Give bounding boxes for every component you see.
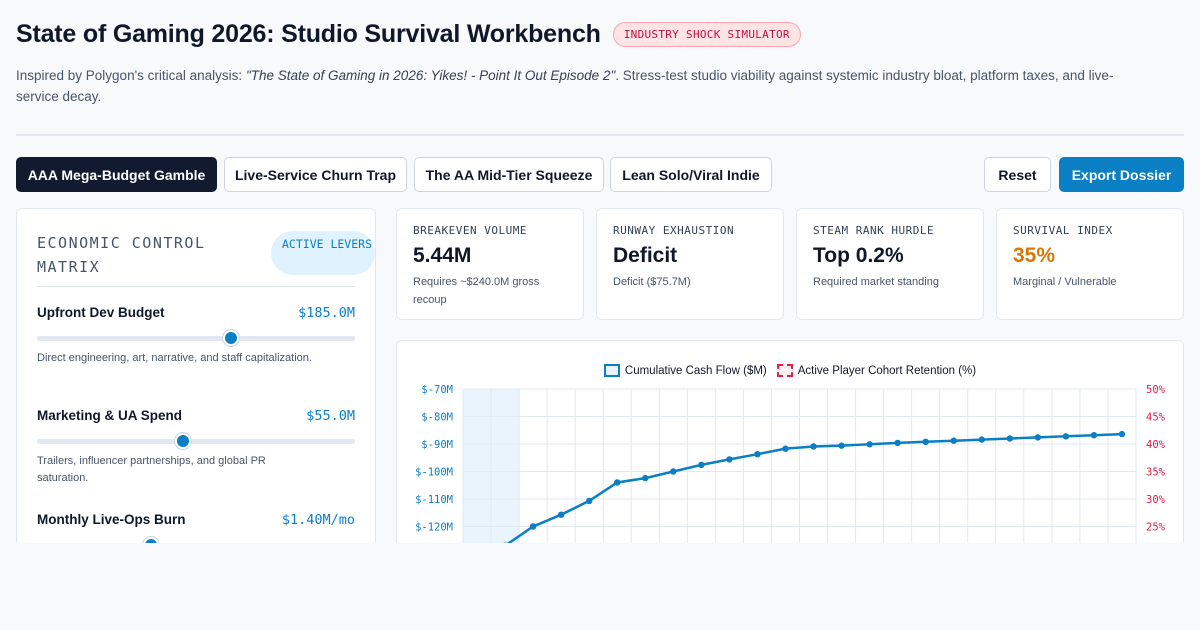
y2-axis-tick-label: 50% [1146,384,1166,396]
y-axis-tick-label: $-70M [421,384,453,396]
y-axis-tick-label: $-90M [421,439,453,451]
subtitle-quote: "The State of Gaming in 2026: Yikes! - P… [245,68,616,83]
data-point [726,456,733,463]
divider [16,134,1184,136]
data-point [1034,434,1042,441]
card-subtext: Deficit ($75.7M) [613,276,691,288]
lever-value: $185.0M [298,305,355,321]
economic-control-panel: ECONOMIC CONTROL MATRIX ACTIVE LEVERS Up… [16,208,376,548]
panel-header: ECONOMIC CONTROL MATRIX ACTIVE LEVERS [37,229,375,287]
slider-thumb[interactable] [175,433,192,449]
chart-legend: Cumulative Cash Flow ($M) Active Player … [397,364,1183,377]
data-point [529,523,537,530]
legend-label: Cumulative Cash Flow ($M) [624,364,767,377]
y-axis-tick-label: $-80M [421,412,453,424]
y-axis-tick-label: $-110M [415,494,453,506]
data-point [810,443,817,450]
lever-value: $55.0M [306,408,355,424]
data-point [950,437,957,444]
card-value: 5.44M [413,244,472,267]
lever-dev-budget: Upfront Dev Budget $185.0M Direct engine… [37,305,355,364]
page-background [0,543,1200,630]
survival-index-card: SURVIVAL INDEX 35% Marginal / Vulnerable [996,208,1184,320]
data-point [1118,430,1126,438]
legend-swatch [603,364,620,377]
y2-axis-tick-label: 25% [1146,522,1166,534]
scenario-live-service-button[interactable]: Live-Service Churn Trap [224,157,407,192]
data-point [614,479,621,486]
card-label: SURVIVAL INDEX [1013,224,1113,237]
data-point [1006,435,1014,442]
card-subtext: Marginal / Vulnerable [1013,276,1117,288]
card-subtext: Required market standing [813,276,939,288]
marketing-slider[interactable] [37,433,355,449]
data-point [866,441,873,448]
cash-flow-chart: Cumulative Cash Flow ($M) Active Player … [396,340,1184,550]
subtitle-prefix: Inspired by Polygon's critical analysis: [16,68,246,83]
data-point [1062,433,1070,440]
cash-flow-line [495,432,1123,549]
scenario-aaa-button[interactable]: AAA Mega-Budget Gamble [16,157,217,192]
data-point [978,436,985,443]
panel-title: ECONOMIC CONTROL MATRIX [37,234,206,276]
y-axis-tick-label: $-120M [415,522,453,534]
header: State of Gaming 2026: Studio Survival Wo… [16,20,1184,107]
lever-live-ops: Monthly Live-Ops Burn $1.40M/mo [37,512,355,547]
data-point [894,439,901,447]
lever-label: Upfront Dev Budget [37,305,165,320]
active-levers-pill: ACTIVE LEVERS [271,231,375,275]
subtitle-suffix: . Stress-test studio viability against s… [16,68,1114,104]
breakeven-card: BREAKEVEN VOLUME 5.44M Requires ~$240.0M… [396,208,584,320]
steam-rank-card: STEAM RANK HURDLE Top 0.2% Required mark… [796,208,984,320]
reset-button[interactable]: Reset [984,157,1051,192]
card-value: Top 0.2% [813,244,904,267]
export-dossier-button[interactable]: Export Dossier [1059,157,1184,192]
card-subtext: Requires ~$240.0M gross recoup [413,276,540,306]
y2-axis-tick-label: 30% [1146,494,1166,506]
lever-value: $1.40M/mo [281,512,355,528]
card-value: 35% [1013,244,1056,267]
slider-thumb[interactable] [222,330,239,346]
data-point [838,442,845,449]
page-title: State of Gaming 2026: Studio Survival Wo… [16,20,601,48]
lever-label: Marketing & UA Spend [37,408,183,423]
legend-swatch [776,364,793,377]
card-label: RUNWAY EXHAUSTION [613,224,735,237]
card-label: BREAKEVEN VOLUME [413,224,527,237]
data-point [1090,432,1098,439]
data-point [642,474,649,482]
chart-plot: $-70M $-80M $-90M $-100M $-110M $-120M 50% 45% 4… [415,384,1166,549]
page-subtitle: Inspired by Polygon's critical analysis:… [16,65,1146,107]
legend-retention[interactable]: Active Player Cohort Retention (%) [776,364,977,377]
lever-marketing: Marketing & UA Spend $55.0M Trailers, in… [37,408,355,484]
legend-label: Active Player Cohort Retention (%) [797,364,977,377]
runway-card: RUNWAY EXHAUSTION Deficit Deficit ($75.7… [596,208,784,320]
y2-axis-tick-label: 45% [1146,412,1166,424]
lever-description: Trailers, influencer partnerships, and g… [37,455,266,484]
data-point [670,468,677,475]
lever-description: Direct engineering, art, narrative, and … [37,352,312,364]
scenario-indie-button[interactable]: Lean Solo/Viral Indie [610,157,772,192]
data-point [922,438,929,445]
slider-thumb[interactable] [143,537,160,547]
status-badge: INDUSTRY SHOCK SIMULATOR [612,22,801,47]
scenario-aa-button[interactable]: The AA Mid-Tier Squeeze [414,157,604,192]
y2-axis-tick-label: 40% [1146,439,1166,451]
card-value: Deficit [613,244,678,267]
legend-cash-flow[interactable]: Cumulative Cash Flow ($M) [603,364,767,377]
y-axis-tick-label: $-100M [415,467,453,479]
dev-budget-slider[interactable] [37,330,355,346]
data-point [585,497,593,505]
card-label: STEAM RANK HURDLE [813,224,935,237]
data-point [698,461,705,469]
data-point [754,450,761,458]
data-point [557,511,565,518]
lever-label: Monthly Live-Ops Burn [37,512,186,527]
y2-axis-tick-label: 35% [1146,467,1166,479]
data-point [782,445,789,452]
